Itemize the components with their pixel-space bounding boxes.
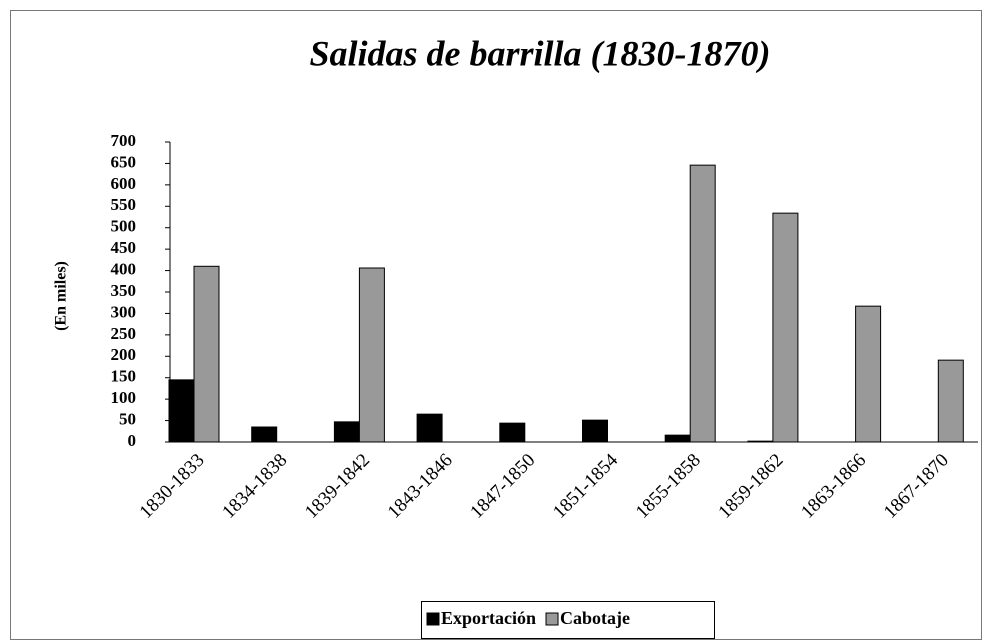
y-tick-label: 600 <box>111 174 137 193</box>
bar <box>333 421 360 443</box>
bar <box>937 359 964 443</box>
bar <box>193 265 220 443</box>
legend-swatch <box>545 612 559 626</box>
y-tick-label: 0 <box>128 431 137 450</box>
bar <box>855 305 882 443</box>
y-tick-label: 350 <box>111 281 137 300</box>
legend-box <box>421 601 715 639</box>
y-tick-label: 250 <box>111 324 137 343</box>
chart-title: Salidas de barrilla (1830-1870) <box>309 33 770 73</box>
y-tick-label: 150 <box>111 367 137 386</box>
legend-label: Exportación <box>441 608 536 628</box>
y-tick-label: 400 <box>111 259 137 278</box>
bar <box>689 164 716 443</box>
y-tick-label: 100 <box>111 388 137 407</box>
y-tick-label: 450 <box>111 238 137 257</box>
y-axis-label: (En miles) <box>53 261 70 331</box>
y-tick-label: 50 <box>119 409 136 428</box>
legend-label: Cabotaje <box>560 608 630 628</box>
bar <box>664 434 691 443</box>
bar <box>168 379 195 443</box>
chart-border <box>10 10 982 640</box>
bar <box>416 413 443 443</box>
y-tick-label: 500 <box>111 217 137 236</box>
y-tick-label: 300 <box>111 302 137 321</box>
bar <box>772 212 799 443</box>
bar <box>251 426 278 443</box>
y-tick-label: 200 <box>111 345 137 364</box>
bar <box>358 267 385 443</box>
legend-swatch <box>426 612 440 626</box>
y-tick-label: 550 <box>111 195 137 214</box>
bar <box>499 422 526 443</box>
y-tick-label: 650 <box>111 152 137 171</box>
y-tick-label: 700 <box>111 131 137 150</box>
bar <box>582 419 608 443</box>
